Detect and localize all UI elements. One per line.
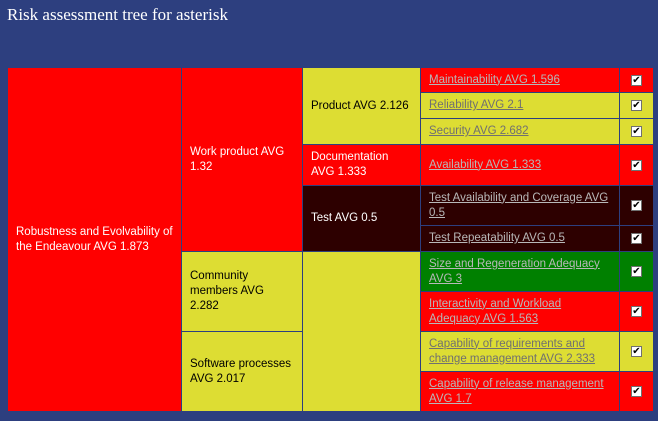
root-node: Robustness and Evolvability of the Endea…: [7, 67, 182, 412]
metric-link[interactable]: Capability of release management AVG 1.7: [429, 377, 604, 405]
checkbox-cell: ✔: [619, 371, 654, 412]
metric-link[interactable]: Test Repeatability AVG 0.5: [429, 232, 565, 244]
metric-link[interactable]: Availability AVG 1.333: [429, 158, 542, 171]
metric-link[interactable]: Test Availability and Coverage AVG 0.5: [429, 191, 609, 219]
checkbox-availability[interactable]: ✔: [631, 159, 642, 171]
checkbox-cell: ✔: [619, 185, 654, 226]
product-node: Product AVG 2.126: [302, 67, 421, 145]
documentation-label: Documentation AVG 1.333: [311, 151, 389, 178]
leaf-requirements-change-management: Capability of requirements and change ma…: [420, 331, 620, 372]
checkbox-interactivity-workload-adequacy[interactable]: ✔: [631, 306, 642, 317]
metric-link[interactable]: Size and Regeneration Adequacy AVG 3: [429, 257, 600, 285]
checkbox-cell: ✔: [619, 92, 654, 119]
checkbox-security[interactable]: ✔: [631, 126, 642, 137]
checkbox-release-management[interactable]: ✔: [631, 386, 642, 397]
documentation-node: Documentation AVG 1.333: [302, 144, 421, 186]
metric-link[interactable]: Capability of requirements and change ma…: [429, 337, 596, 365]
community-subgroup-node: [302, 251, 421, 412]
checkbox-test-repeatability[interactable]: ✔: [631, 233, 642, 244]
checkbox-cell: ✔: [619, 118, 654, 145]
metric-link[interactable]: Security AVG 2.682: [429, 125, 529, 137]
root-node-label: Robustness and Evolvability of the Endea…: [16, 225, 173, 253]
checkbox-test-availability-coverage[interactable]: ✔: [631, 200, 642, 211]
checkbox-cell: ✔: [619, 225, 654, 252]
leaf-maintainability: Maintainability AVG 1.596: [420, 67, 620, 93]
page-title: Risk assessment tree for asterisk: [7, 5, 228, 24]
leaf-interactivity-workload-adequacy: Interactivity and Workload Adequacy AVG …: [420, 291, 620, 332]
leaf-test-repeatability: Test Repeatability AVG 0.5: [420, 225, 620, 252]
checkbox-cell: ✔: [619, 67, 654, 93]
metric-link[interactable]: Maintainability AVG 1.596: [429, 73, 560, 86]
software-processes-label: Software processes AVG 2.017: [190, 357, 291, 385]
product-label: Product AVG 2.126: [311, 99, 409, 112]
checkbox-cell: ✔: [619, 331, 654, 372]
checkbox-requirements-change-management[interactable]: ✔: [631, 346, 642, 357]
leaf-availability: Availability AVG 1.333: [420, 144, 620, 186]
checkbox-maintainability[interactable]: ✔: [631, 74, 642, 86]
leaf-test-availability-coverage: Test Availability and Coverage AVG 0.5: [420, 185, 620, 226]
checkbox-size-regeneration-adequacy[interactable]: ✔: [631, 266, 642, 277]
leaf-reliability: Reliability AVG 2.1: [420, 92, 620, 119]
test-node: Test AVG 0.5: [302, 185, 421, 252]
checkbox-cell: ✔: [619, 251, 654, 292]
leaf-release-management: Capability of release management AVG 1.7: [420, 371, 620, 412]
leaf-security: Security AVG 2.682: [420, 118, 620, 145]
checkbox-reliability[interactable]: ✔: [631, 100, 642, 111]
checkbox-cell: ✔: [619, 291, 654, 332]
community-members-node: Community members AVG 2.282: [181, 251, 303, 332]
software-processes-node: Software processes AVG 2.017: [181, 331, 303, 412]
metric-link[interactable]: Interactivity and Workload Adequacy AVG …: [429, 297, 562, 325]
work-product-node: Work product AVG 1.32: [181, 67, 303, 252]
leaf-size-regeneration-adequacy: Size and Regeneration Adequacy AVG 3: [420, 251, 620, 292]
community-members-label: Community members AVG 2.282: [190, 270, 264, 312]
metric-link[interactable]: Reliability AVG 2.1: [429, 99, 524, 111]
work-product-label: Work product AVG 1.32: [190, 145, 285, 173]
checkbox-cell: ✔: [619, 144, 654, 186]
test-label: Test AVG 0.5: [311, 212, 378, 224]
